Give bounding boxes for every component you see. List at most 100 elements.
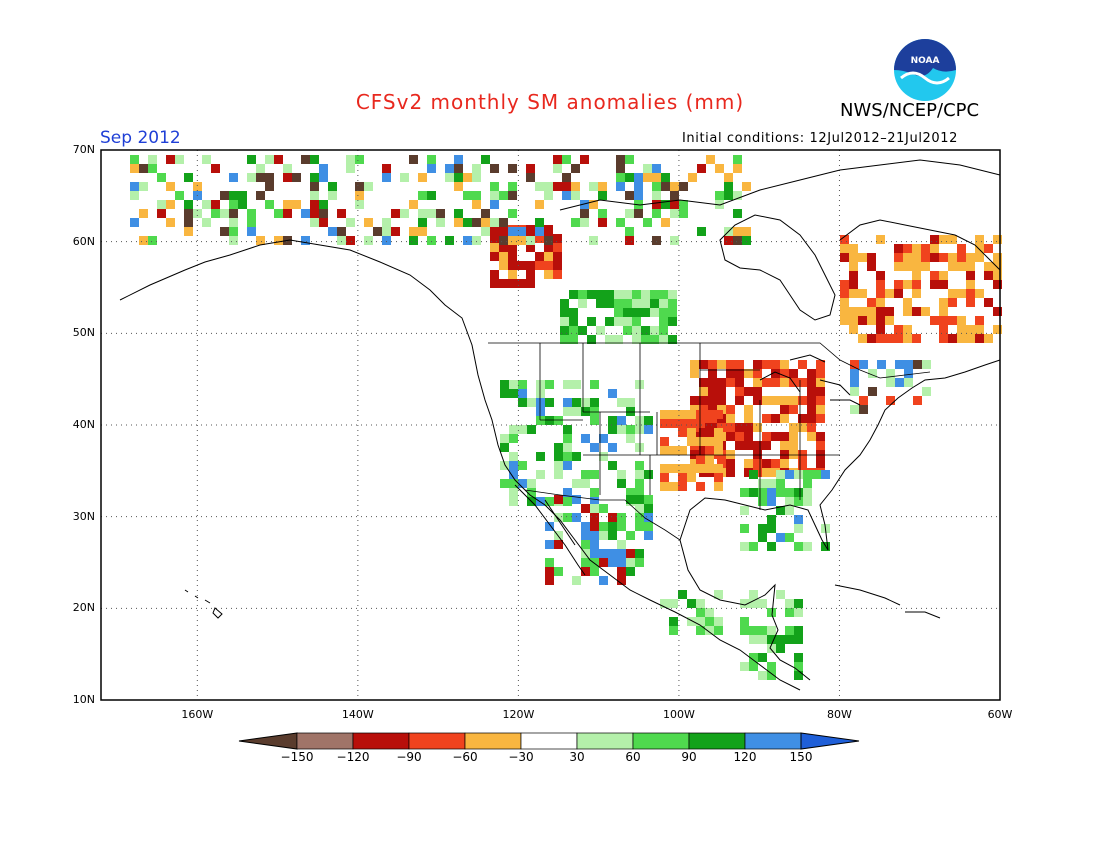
anomaly-cell	[939, 280, 948, 289]
anomaly-cell	[758, 626, 767, 635]
anomaly-cell	[644, 495, 653, 504]
anomaly-cell	[849, 325, 858, 334]
anomaly-cell	[346, 164, 355, 173]
anomaly-cell	[650, 299, 659, 308]
anomaly-cell	[789, 423, 798, 432]
anomaly-cell	[744, 459, 753, 468]
anomaly-cell	[499, 236, 508, 245]
anomaly-cell	[957, 334, 966, 343]
anomaly-cell	[319, 218, 328, 227]
anomaly-cell	[780, 369, 789, 378]
anomaly-cell	[714, 590, 723, 599]
anomaly-cell	[391, 209, 400, 218]
anomaly-cell	[346, 236, 355, 245]
anomaly-cell	[572, 479, 581, 488]
anomaly-cell	[794, 635, 803, 644]
anomaly-cell	[508, 252, 517, 261]
anomaly-cell	[553, 164, 562, 173]
anomaly-cell	[509, 461, 518, 470]
anomaly-cell	[705, 455, 714, 464]
anomaly-cell	[699, 405, 708, 414]
anomaly-cell	[749, 590, 758, 599]
anomaly-cell	[735, 360, 744, 369]
anomaly-cell	[355, 200, 364, 209]
anomaly-cell	[762, 378, 771, 387]
anomaly-cell	[626, 549, 635, 558]
anomaly-cell	[562, 182, 571, 191]
anomaly-cell	[744, 423, 753, 432]
anomaly-cell	[948, 262, 957, 271]
anomaly-cell	[581, 434, 590, 443]
anomaly-cell	[553, 243, 562, 252]
anomaly-cell	[785, 635, 794, 644]
anomaly-cell	[632, 335, 641, 344]
anomaly-cell	[382, 164, 391, 173]
anomaly-cell	[767, 626, 776, 635]
anomaly-cell	[527, 398, 536, 407]
colorbar	[238, 732, 860, 750]
anomaly-cell	[659, 317, 668, 326]
anomaly-cell	[635, 504, 644, 513]
anomaly-cell	[669, 626, 678, 635]
anomaly-cell	[544, 182, 553, 191]
anomaly-cell	[328, 191, 337, 200]
anomaly-cell	[776, 590, 785, 599]
anomaly-cell	[617, 416, 626, 425]
anomaly-cell	[767, 635, 776, 644]
anomaly-cell	[699, 378, 708, 387]
anomaly-cell	[679, 200, 688, 209]
anomaly-cell	[717, 423, 726, 432]
anomaly-cell	[596, 299, 605, 308]
anomaly-cell	[850, 369, 859, 378]
anomaly-cell	[948, 289, 957, 298]
anomaly-cell	[490, 191, 499, 200]
anomaly-cell	[771, 396, 780, 405]
anomaly-cell	[668, 308, 677, 317]
anomaly-cell	[508, 279, 517, 288]
anomaly-cell	[726, 423, 735, 432]
anomaly-cell	[599, 576, 608, 585]
colorbar-label: −30	[508, 750, 534, 764]
anomaly-cell	[130, 155, 139, 164]
anomaly-cell	[635, 495, 644, 504]
anomaly-cell	[705, 446, 714, 455]
anomaly-cell	[572, 452, 581, 461]
anomaly-cell	[696, 410, 705, 419]
anomaly-cell	[714, 482, 723, 491]
anomaly-cell	[509, 497, 518, 506]
anomaly-cell	[572, 495, 581, 504]
anomaly-cell	[518, 461, 527, 470]
anomaly-cell	[705, 608, 714, 617]
anomaly-cell	[744, 387, 753, 396]
anomaly-cell	[626, 558, 635, 567]
anomaly-cell	[733, 227, 742, 236]
anomaly-cell	[614, 290, 623, 299]
anomaly-cell	[265, 200, 274, 209]
anomaly-cell	[803, 488, 812, 497]
anomaly-cell	[563, 497, 572, 506]
anomaly-cell	[785, 470, 794, 479]
anomaly-cell	[499, 252, 508, 261]
anomaly-cell	[490, 225, 499, 234]
anomaly-cell	[560, 299, 569, 308]
anomaly-cell	[903, 244, 912, 253]
anomaly-cell	[744, 441, 753, 450]
anomaly-cell	[517, 261, 526, 270]
anomaly-cell	[877, 360, 886, 369]
anomaly-cell	[740, 542, 749, 551]
anomaly-cell	[749, 635, 758, 644]
anomaly-cell	[867, 316, 876, 325]
anomaly-cell	[699, 432, 708, 441]
anomaly-cell	[256, 173, 265, 182]
anomaly-cell	[930, 244, 939, 253]
anomaly-cell	[735, 396, 744, 405]
anomaly-cell	[780, 450, 789, 459]
anomaly-cell	[518, 398, 527, 407]
gridlines	[101, 150, 1000, 700]
anomaly-cell	[668, 299, 677, 308]
anomaly-cell	[560, 308, 569, 317]
anomaly-cell	[581, 540, 590, 549]
anomaly-cell	[840, 280, 849, 289]
anomaly-cell	[794, 608, 803, 617]
anomaly-cell	[903, 262, 912, 271]
